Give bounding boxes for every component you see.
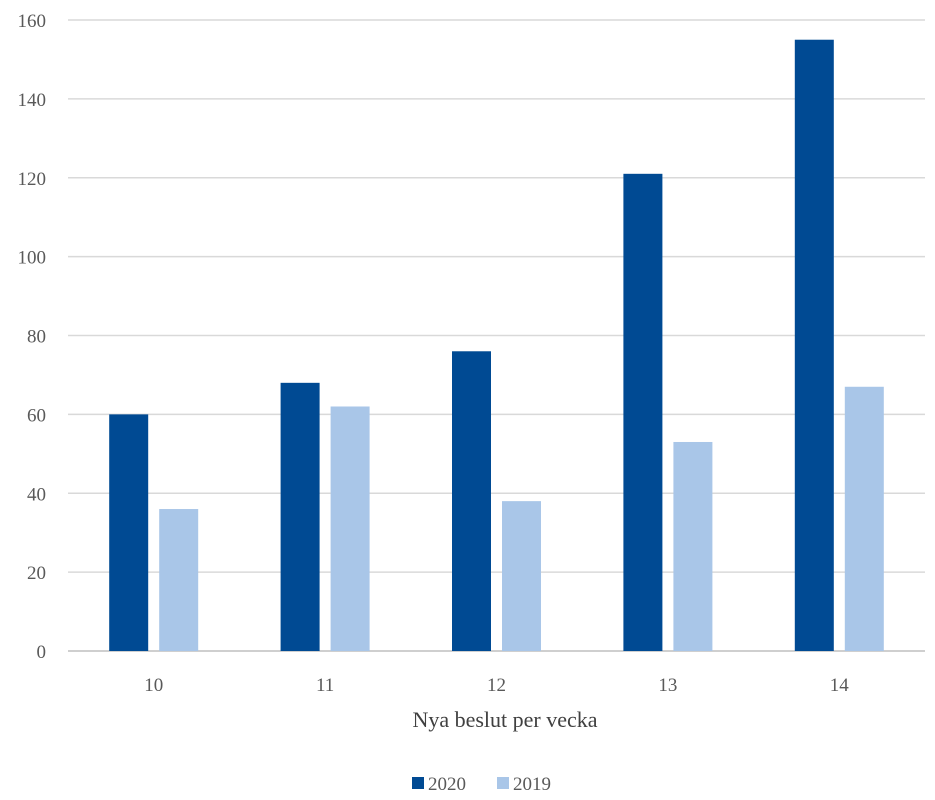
x-tick-label: 13 [658, 675, 677, 696]
x-tick-label: 12 [487, 675, 506, 696]
x-tick-label: 14 [830, 675, 850, 696]
y-tick-label: 160 [18, 11, 47, 32]
y-tick-label: 120 [18, 169, 47, 190]
bar-2020-week-13 [623, 173, 663, 651]
legend-swatch-2019 [497, 777, 509, 789]
bar-2019-week-11 [330, 406, 370, 651]
gridlines [68, 19, 925, 652]
x-tick-label: 11 [316, 675, 334, 696]
y-axis-ticks: 0 20 40 60 80 100 120 140 160 [18, 11, 47, 663]
bar-2019-week-12 [502, 501, 541, 651]
y-tick-label: 40 [27, 484, 46, 505]
legend: 2020 2019 [412, 774, 551, 795]
y-tick-label: 140 [18, 90, 47, 111]
bar-2019-week-10 [159, 509, 199, 651]
legend-label-2020: 2020 [428, 774, 466, 795]
bar-2019-week-13 [673, 441, 713, 651]
y-tick-label: 60 [27, 405, 46, 426]
y-tick-label: 80 [27, 327, 46, 348]
x-axis-ticks: 10 11 12 13 14 [144, 675, 849, 696]
bars [109, 39, 884, 651]
bar-2020-week-12 [452, 351, 491, 651]
legend-label-2019: 2019 [513, 774, 551, 795]
bar-2019-week-14 [844, 386, 884, 651]
y-tick-label: 20 [27, 563, 46, 584]
x-tick-label: 10 [144, 675, 163, 696]
bar-2020-week-14 [794, 39, 834, 651]
y-tick-label: 0 [37, 642, 47, 663]
x-axis-title: Nya beslut per vecka [412, 707, 597, 732]
bar-2020-week-10 [109, 414, 149, 651]
bar-2020-week-11 [280, 382, 320, 651]
legend-swatch-2020 [412, 777, 424, 789]
y-tick-label: 100 [18, 248, 47, 269]
